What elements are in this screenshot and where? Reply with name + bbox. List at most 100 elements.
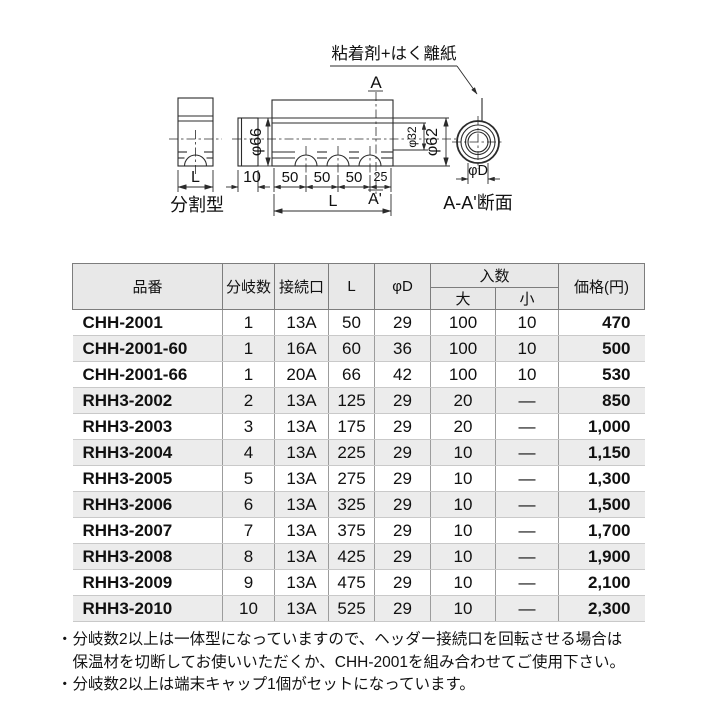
cell-qty-large: 10 (430, 465, 496, 492)
cell-port: 13A (274, 595, 329, 622)
dim-pitch-1: 50 (282, 169, 299, 186)
cell-length: 525 (328, 595, 375, 622)
table-row: CHH-2001 1 13A 50 29 100 10 470 (72, 309, 645, 336)
cell-price: 1,000 (558, 413, 645, 440)
cell-diameter: 36 (374, 335, 431, 362)
cell-product: RHH3-2006 (72, 491, 223, 518)
col-header-price: 価格(円) (558, 263, 646, 310)
footnote-1-line-2: 保温材を切断してお使いいただくか、CHH-2001を組み合わせてご使用下さい。 (72, 653, 626, 671)
cell-port: 16A (274, 335, 329, 362)
cell-qty-small: — (494, 517, 559, 544)
table-row: RHH3-2005 5 13A 275 29 10 — 1,300 (72, 465, 645, 492)
cell-length: 325 (328, 491, 375, 518)
cell-qty-small: 10 (494, 309, 559, 336)
cell-diameter: 29 (374, 465, 431, 492)
cell-product: CHH-2001-60 (72, 335, 223, 362)
table-row: RHH3-2002 2 13A 125 29 20 — 850 (72, 387, 645, 414)
col-header-qty-large: 大 (430, 287, 496, 310)
col-header-quantity: 入数 (429, 263, 560, 288)
cell-qty-large: 10 (430, 517, 496, 544)
cell-price: 500 (558, 335, 645, 362)
dim-pitch-end: 25 (374, 170, 388, 184)
dim-phiD: φD (468, 163, 488, 179)
cell-diameter: 29 (374, 413, 431, 440)
cell-price: 1,900 (558, 543, 645, 570)
footnote-bullet: ・ (57, 631, 73, 648)
dim-pitch-3: 50 (346, 169, 363, 186)
cell-qty-large: 100 (430, 335, 496, 362)
cell-diameter: 29 (374, 439, 431, 466)
adhesive-callout-label: 粘着剤+はく離紙 (331, 44, 457, 63)
cell-product: CHH-2001-66 (72, 361, 223, 388)
cell-price: 1,300 (558, 465, 645, 492)
table-row: RHH3-2004 4 13A 225 29 10 — 1,150 (72, 439, 645, 466)
cell-product: RHH3-2002 (72, 387, 223, 414)
cell-qty-large: 10 (430, 569, 496, 596)
section-mark-top: A (370, 73, 382, 92)
cell-diameter: 29 (374, 387, 431, 414)
cell-product: RHH3-2007 (72, 517, 223, 544)
cell-price: 1,500 (558, 491, 645, 518)
cell-length: 225 (328, 439, 375, 466)
cell-product: RHH3-2003 (72, 413, 223, 440)
cell-branches: 2 (222, 387, 275, 414)
cell-port: 13A (274, 491, 329, 518)
cell-qty-large: 10 (430, 543, 496, 570)
split-view-label: 分割型 (170, 195, 224, 215)
cell-qty-large: 10 (430, 439, 496, 466)
cell-diameter: 42 (374, 361, 431, 388)
cell-length: 175 (328, 413, 375, 440)
cell-price: 470 (558, 309, 645, 336)
table-row: RHH3-2010 10 13A 525 29 10 — 2,300 (72, 595, 645, 622)
table-row: RHH3-2006 6 13A 325 29 10 — 1,500 (72, 491, 645, 518)
dim-pitch-2: 50 (314, 169, 331, 186)
footnote-2-line-1: ・分岐数2以上は端末キャップ1個がセットになっています。 (57, 676, 475, 693)
cell-product: RHH3-2004 (72, 439, 223, 466)
cell-branches: 4 (222, 439, 275, 466)
dim-side-thickness: 10 (243, 169, 261, 186)
cell-price: 1,150 (558, 439, 645, 466)
split-view-drawing: L 分割型 (169, 97, 224, 215)
cell-qty-small: — (494, 595, 559, 622)
cell-diameter: 29 (374, 309, 431, 336)
cell-qty-small: — (494, 543, 559, 570)
dim-phi66: φ66 (248, 128, 265, 156)
cell-product: RHH3-2005 (72, 465, 223, 492)
col-header-diameter: φD (374, 263, 431, 310)
cell-port: 13A (274, 413, 329, 440)
cell-port: 13A (274, 569, 329, 596)
cell-length: 475 (328, 569, 375, 596)
cell-qty-small: — (494, 439, 559, 466)
dim-main-length: L (329, 193, 338, 210)
dim-left-length: L (191, 169, 200, 186)
cell-price: 850 (558, 387, 645, 414)
table-body: CHH-2001 1 13A 50 29 100 10 470 CHH-2001… (72, 309, 645, 622)
footnote-bullet: ・ (57, 676, 73, 693)
cell-branches: 3 (222, 413, 275, 440)
cell-diameter: 29 (374, 491, 431, 518)
table-row: RHH3-2007 7 13A 375 29 10 — 1,700 (72, 517, 645, 544)
footnote-1-line-1: ・分岐数2以上は一体型になっていますので、ヘッダー接続口を回転させる場合は (57, 631, 623, 648)
cell-price: 2,300 (558, 595, 645, 622)
cell-qty-large: 100 (430, 309, 496, 336)
cell-diameter: 29 (374, 595, 431, 622)
cell-port: 13A (274, 465, 329, 492)
table-row: RHH3-2003 3 13A 175 29 20 — 1,000 (72, 413, 645, 440)
col-header-product: 品番 (72, 263, 223, 310)
cell-product: RHH3-2009 (72, 569, 223, 596)
product-spec-table: 品番 分岐数 接続口 L φD 入数 価格(円) 大 小 CHH-2001 1 … (72, 263, 646, 622)
table-row: RHH3-2009 9 13A 475 29 10 — 2,100 (72, 569, 645, 596)
cell-product: RHH3-2010 (72, 595, 223, 622)
cell-length: 125 (328, 387, 375, 414)
cell-branches: 9 (222, 569, 275, 596)
cell-qty-small: — (494, 387, 559, 414)
cell-diameter: 29 (374, 517, 431, 544)
cell-qty-small: — (494, 413, 559, 440)
table-row: CHH-2001-60 1 16A 60 36 100 10 500 (72, 335, 645, 362)
cell-qty-large: 10 (430, 595, 496, 622)
section-mark-bottom: A' (368, 191, 382, 208)
cell-diameter: 29 (374, 543, 431, 570)
side-view-drawing: 10 φ66 (226, 117, 272, 192)
col-header-branches: 分岐数 (222, 263, 275, 310)
cell-qty-small: — (494, 491, 559, 518)
